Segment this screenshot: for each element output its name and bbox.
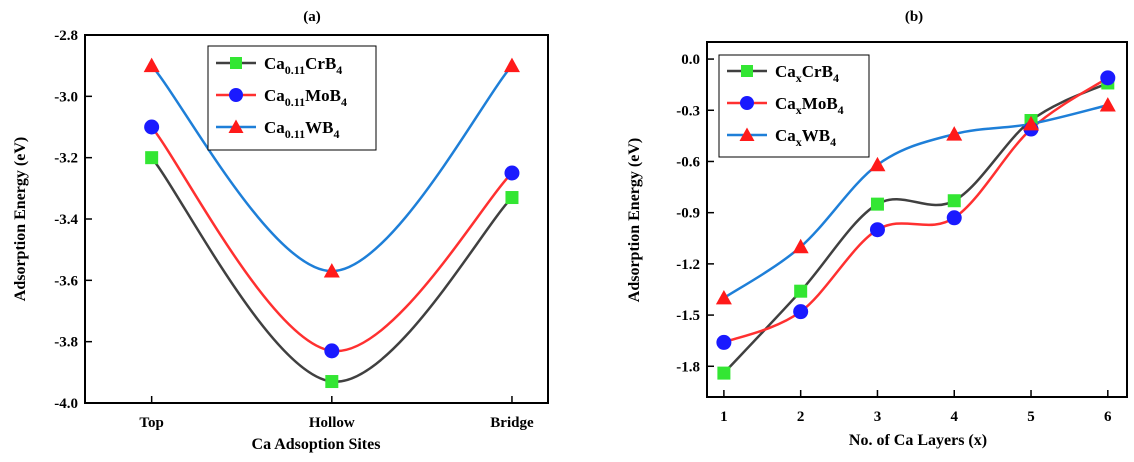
y-tick-label: -3.4 <box>54 212 78 228</box>
y-tick-label: -1.5 <box>676 308 700 324</box>
legend-marker <box>739 127 755 141</box>
legend-marker <box>229 88 243 102</box>
y-tick-label: 0.0 <box>681 52 700 68</box>
y-tick-label: -0.9 <box>676 206 700 222</box>
panel-b-series <box>715 70 1116 380</box>
legend-marker <box>230 57 242 69</box>
legend-marker <box>741 65 753 77</box>
data-point <box>143 57 160 73</box>
panel-a-series <box>143 57 520 389</box>
data-point <box>717 366 731 380</box>
series-line <box>150 126 513 353</box>
legend-label: Ca0.11WB4 <box>264 118 339 141</box>
panel-a-x-axis-title: Ca Adsoption Sites <box>252 436 381 453</box>
panel-b-label: (b) <box>905 9 923 25</box>
y-tick-label: -2.8 <box>54 28 78 44</box>
y-tick-label: -1.8 <box>676 359 700 375</box>
y-tick-label: -0.3 <box>676 103 700 119</box>
x-tick-label: Hollow <box>309 415 355 431</box>
panel-a-label: (a) <box>303 9 321 25</box>
legend-label: Ca0.11MoB4 <box>264 86 347 109</box>
data-point <box>946 210 962 226</box>
data-point <box>792 238 809 254</box>
x-tick-label: 6 <box>1104 409 1112 425</box>
panel-b-x-axis-title: No. of Ca Layers (x) <box>849 432 987 449</box>
data-point <box>716 334 732 350</box>
data-point <box>869 156 886 172</box>
x-tick-label: 2 <box>797 409 805 425</box>
y-tick-label: -3.0 <box>54 89 78 105</box>
data-point <box>869 222 885 238</box>
panel-b-y-axis-title: Adsorption Energy (eV) <box>626 138 643 302</box>
data-point <box>503 57 520 73</box>
data-point <box>715 290 732 305</box>
data-point <box>870 197 884 211</box>
legend-marker <box>228 119 244 133</box>
x-tick-label: 5 <box>1027 409 1035 425</box>
x-tick-label: 4 <box>950 409 958 425</box>
panel-b-x-axis: 1 2 3 4 5 6 <box>720 390 1112 425</box>
data-point <box>505 191 519 205</box>
panel-b-legend: CaxCrB4 CaxMoB4 CaxWB4 <box>718 54 870 158</box>
data-point <box>324 343 340 359</box>
data-point <box>1100 70 1116 86</box>
data-point <box>504 165 520 181</box>
y-tick-label: -3.8 <box>54 335 78 351</box>
panel-a-x-axis: Top Hollow Bridge <box>139 396 534 431</box>
data-point <box>947 194 961 208</box>
legend-label: CaxMoB4 <box>775 94 844 117</box>
x-tick-label: Top <box>139 415 163 431</box>
y-tick-label: -4.0 <box>54 396 78 412</box>
legend-label: CaxCrB4 <box>775 62 839 85</box>
panel-b: (b) -1.8 -1.5 -1.2 -0.9 -0.6 -0.3 0.0 1 2 3 4 5 6 N… <box>626 9 1128 449</box>
data-point <box>1023 115 1040 131</box>
x-tick-label: 1 <box>720 409 728 425</box>
panel-a: (a) -4.0 -3.8 -3.6 -3.4 -3.2 -3.0 -2.8 Top Holl… <box>12 9 549 453</box>
y-tick-label: -0.6 <box>676 154 700 170</box>
panel-b-plot-frame <box>706 41 1128 398</box>
panel-b-y-axis: -1.8 -1.5 -1.2 -0.9 -0.6 -0.3 0.0 <box>676 52 714 375</box>
data-point <box>1099 97 1116 112</box>
x-tick-label: 3 <box>874 409 882 425</box>
panel-a-y-axis: -4.0 -3.8 -3.6 -3.4 -3.2 -3.0 -2.8 <box>54 28 92 412</box>
panel-a-y-axis-title: Adsorption Energy (eV) <box>12 137 29 301</box>
x-tick-label: Bridge <box>490 415 534 431</box>
legend-label: Ca0.11CrB4 <box>264 54 342 77</box>
legend-marker <box>740 96 754 110</box>
data-point <box>323 263 340 278</box>
data-point <box>144 119 160 135</box>
data-point <box>794 284 808 298</box>
data-point <box>793 304 809 320</box>
data-point <box>946 126 963 141</box>
y-tick-label: -3.6 <box>54 273 78 289</box>
data-point <box>145 151 159 165</box>
y-tick-label: -3.2 <box>54 151 78 167</box>
data-point <box>325 375 339 389</box>
panel-a-legend: Ca0.11CrB4 Ca0.11MoB4 Ca0.11WB4 <box>207 45 377 151</box>
y-tick-label: -1.2 <box>676 257 700 273</box>
legend-label: CaxWB4 <box>775 126 836 149</box>
